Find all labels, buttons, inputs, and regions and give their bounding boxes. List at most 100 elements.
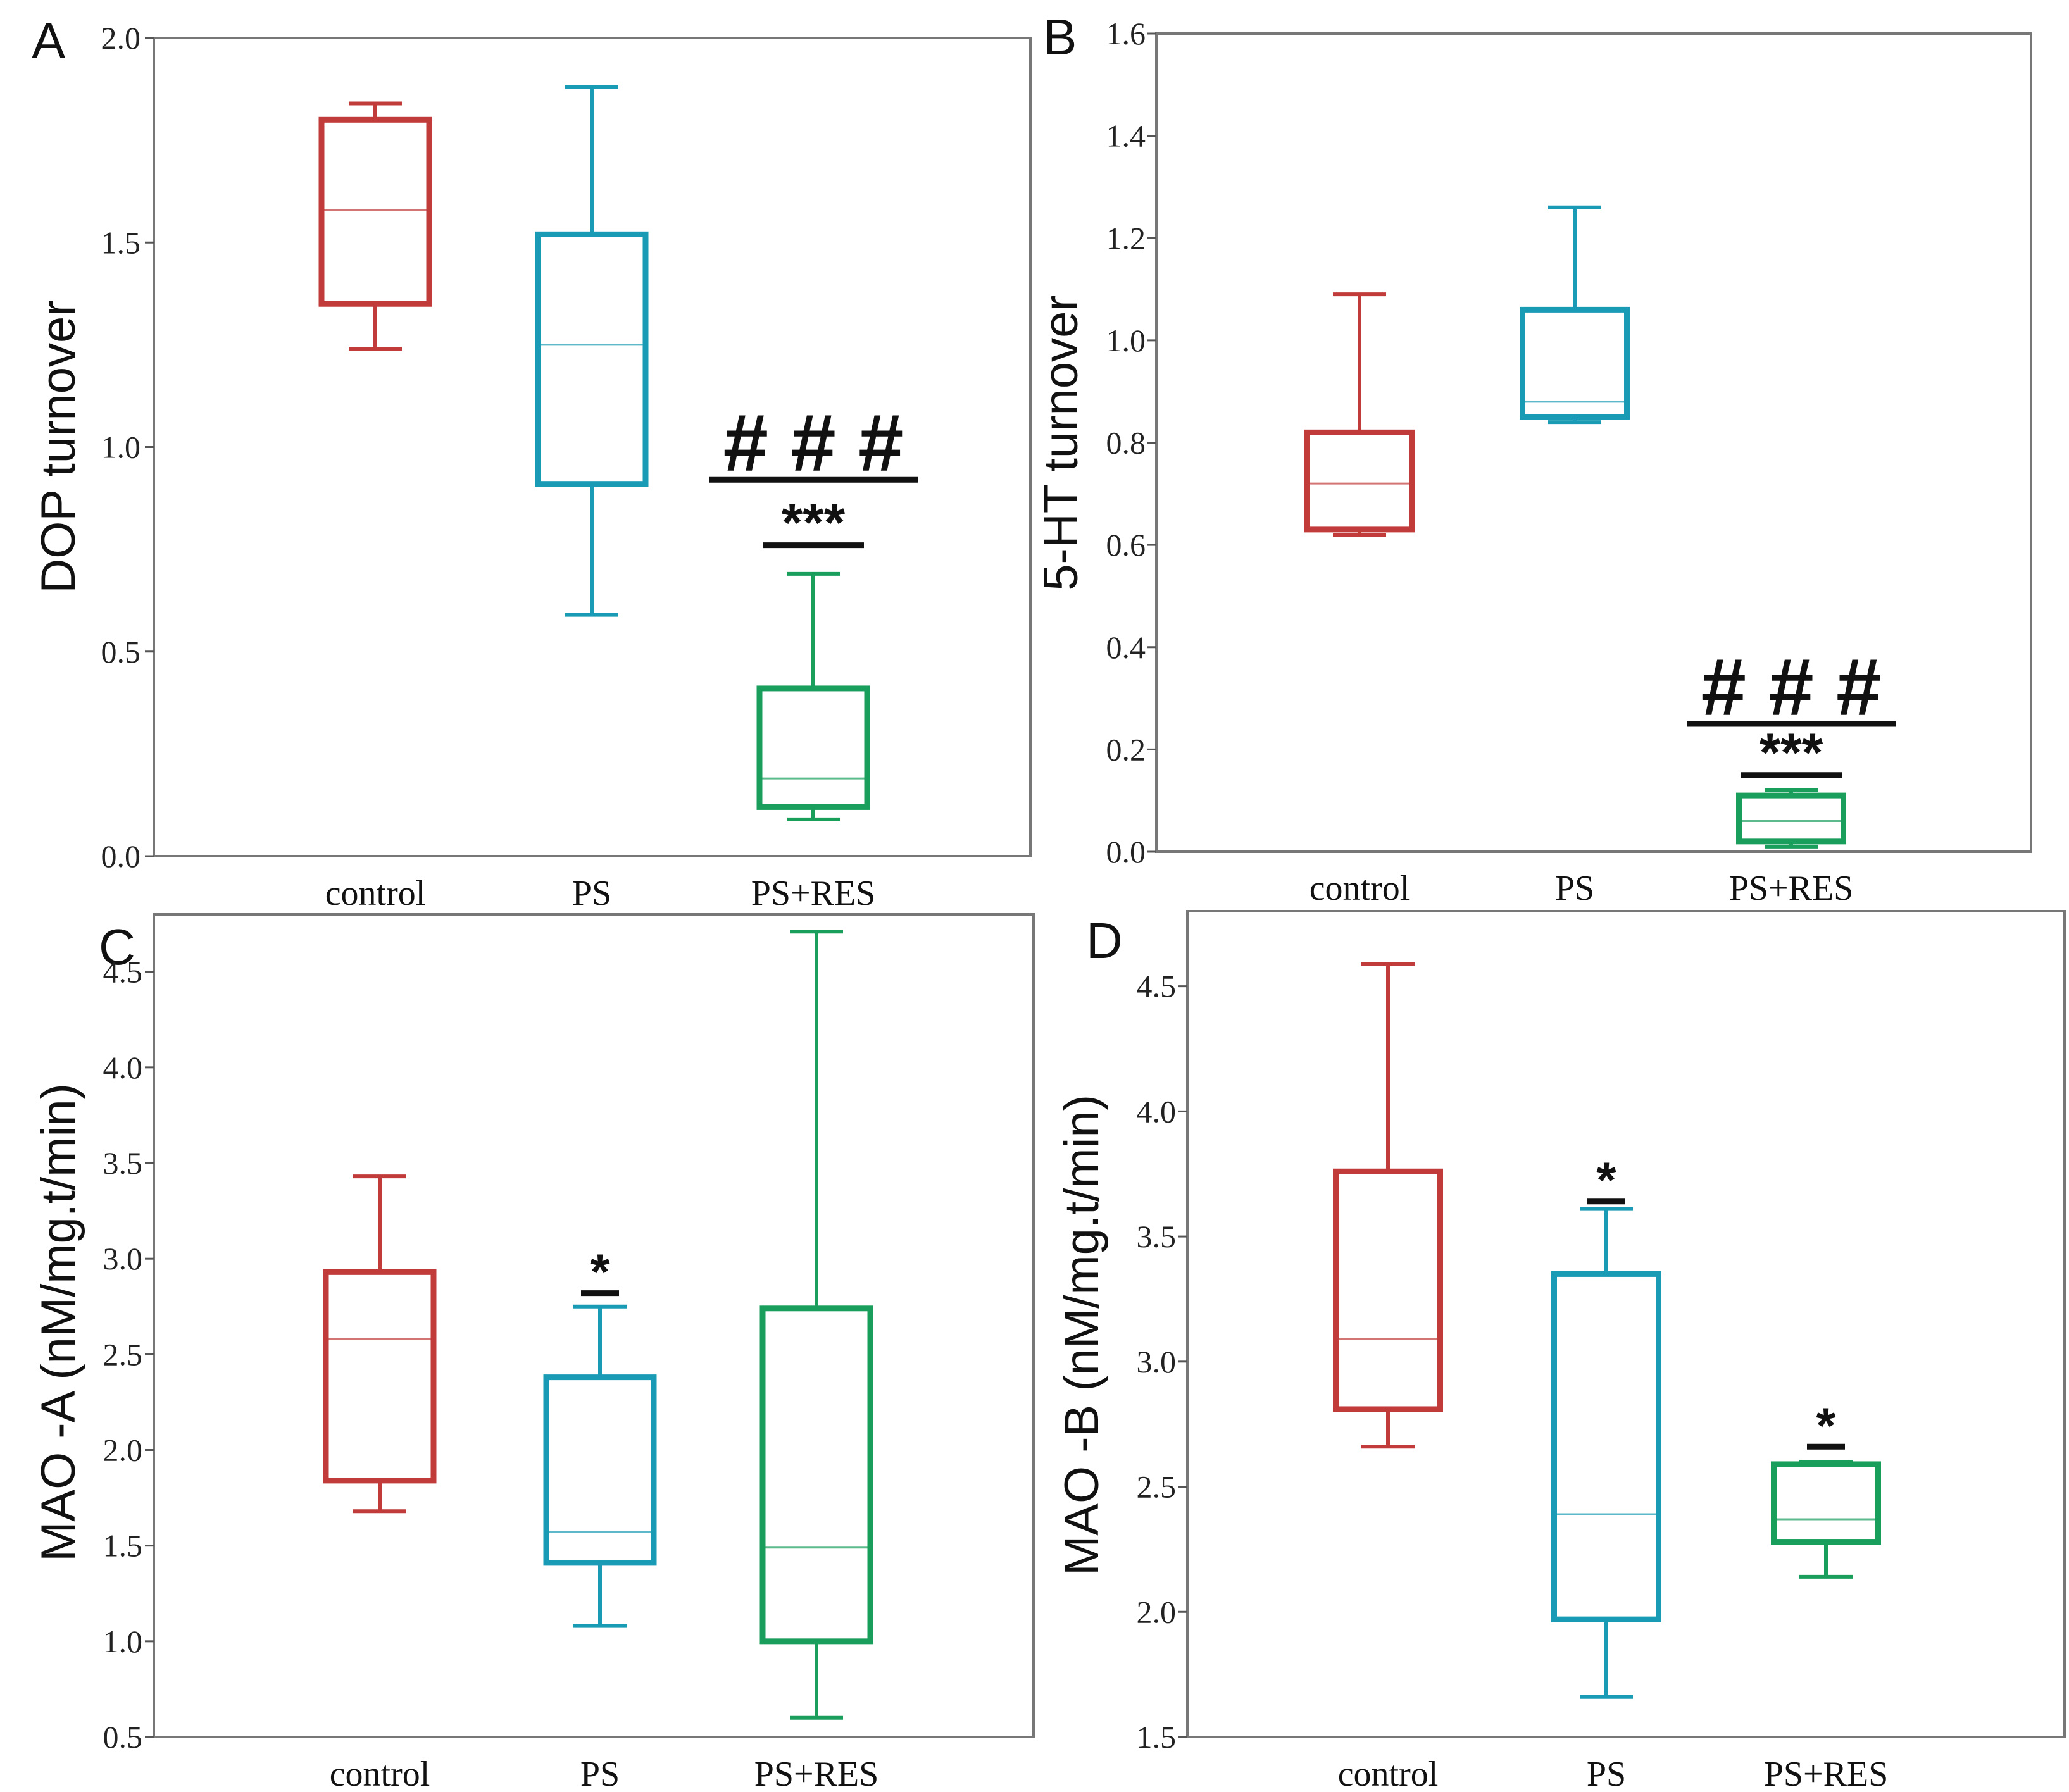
panel-a-categories: control PS PS+RES bbox=[325, 874, 876, 913]
panel-b-box-0 bbox=[1304, 292, 1415, 537]
panel-d-ylabel: MAO -B (nM/mg.t/min) bbox=[1055, 1095, 1109, 1576]
box-iqr bbox=[1520, 306, 1630, 420]
panel-b-ytick-label: 0.2 bbox=[1106, 731, 1146, 767]
panel-b-ticks: 0.0 0.2 0.4 0.6 0.8 1.0 1.2 1.4 1.6 bbox=[1106, 16, 1156, 869]
box-iqr bbox=[1771, 1461, 1881, 1545]
panel-a-hash-label: # # # bbox=[723, 398, 904, 488]
panel-d-ytick-label: 1.5 bbox=[1137, 1719, 1177, 1755]
panel-d-category-label: PS bbox=[1587, 1755, 1626, 1792]
panel-c-box-0 bbox=[323, 1174, 437, 1514]
panel-d-boxes bbox=[1333, 962, 1881, 1699]
panel-a-ytick-label: 0.5 bbox=[101, 634, 141, 669]
panel-c-letter: C bbox=[99, 919, 135, 975]
panel-b-ytick-label: 0.4 bbox=[1106, 630, 1146, 665]
panel-b-ytick-label: 1.4 bbox=[1106, 118, 1146, 154]
panel-d-ytick-label: 3.5 bbox=[1137, 1219, 1177, 1254]
panel-c-star-label: * bbox=[590, 1244, 610, 1300]
panel-b-ytick-label: 0.6 bbox=[1106, 527, 1146, 563]
panel-b-box-2 bbox=[1736, 788, 1846, 849]
panel-d-box-2 bbox=[1771, 1460, 1881, 1579]
panel-d-ytick-label: 4.0 bbox=[1137, 1093, 1177, 1129]
panel-b-annotations: ***# # # bbox=[1687, 642, 1896, 783]
panel-a-category-label: PS bbox=[572, 874, 611, 913]
panel-c-ytick-label: 4.5 bbox=[103, 954, 143, 990]
panel-d-categories: control PS PS+RES bbox=[1338, 1755, 1889, 1792]
panel-a-annotations: ***# # # bbox=[709, 398, 918, 554]
panel-a-star-label: *** bbox=[782, 493, 846, 554]
panel-d-box-1 bbox=[1551, 1207, 1661, 1699]
panel-a-box-1 bbox=[535, 85, 649, 617]
panel-d-annotations: ** bbox=[1587, 1152, 1845, 1453]
panel-c-category-label: control bbox=[330, 1755, 430, 1792]
panel-b-hash-label: # # # bbox=[1701, 642, 1882, 733]
panel-b-category-label: PS bbox=[1555, 869, 1594, 908]
panel-c: C MAO -A (nM/mg.t/min) 0.5 1.0 1.5 2.0 2.5 3.… bbox=[32, 913, 1035, 1792]
panel-a-ylabel: DOP turnover bbox=[32, 300, 85, 593]
panel-a-category-label: PS+RES bbox=[751, 874, 876, 913]
panel-c-ytick-label: 2.0 bbox=[103, 1433, 143, 1468]
panel-b-boxes bbox=[1304, 205, 1846, 849]
panel-d-star-label: * bbox=[1596, 1152, 1616, 1209]
panel-a-ytick-label: 2.0 bbox=[101, 20, 141, 56]
panel-c-ytick-label: 4.0 bbox=[103, 1050, 143, 1085]
box-iqr bbox=[535, 231, 649, 487]
box-iqr bbox=[1736, 792, 1846, 845]
panel-d-ytick-label: 2.0 bbox=[1137, 1594, 1177, 1629]
panel-c-box-2 bbox=[759, 930, 873, 1720]
panel-b-letter: B bbox=[1043, 9, 1077, 65]
panel-b-frame bbox=[1155, 32, 2032, 853]
panel-c-ticks: 0.5 1.0 1.5 2.0 2.5 3.0 3.5 4.0 4.5 bbox=[103, 954, 154, 1755]
panel-a-box-2 bbox=[756, 571, 870, 821]
panel-b-star-label: *** bbox=[1760, 723, 1823, 783]
panel-d: D MAO -B (nM/mg.t/min) 1.5 2.0 2.5 3.0 3.5 4.… bbox=[1055, 910, 2066, 1792]
panel-a-letter: A bbox=[32, 13, 66, 69]
panel-c-frame bbox=[153, 913, 1035, 1738]
box-iqr bbox=[1304, 429, 1415, 533]
panel-b-ytick-label: 1.0 bbox=[1106, 323, 1146, 358]
panel-c-ytick-label: 2.5 bbox=[103, 1336, 143, 1372]
panel-c-ytick-label: 1.5 bbox=[103, 1528, 143, 1564]
panel-d-ticks: 1.5 2.0 2.5 3.0 3.5 4.0 4.5 bbox=[1137, 969, 1187, 1755]
box-iqr bbox=[323, 1269, 437, 1484]
panel-b-ytick-label: 0.8 bbox=[1106, 425, 1146, 461]
panel-b-ytick-label: 1.2 bbox=[1106, 220, 1146, 256]
panel-b-box-1 bbox=[1520, 205, 1630, 425]
box-iqr bbox=[543, 1374, 657, 1566]
panel-a-ytick-label: 1.0 bbox=[101, 430, 141, 465]
panel-c-ytick-label: 1.0 bbox=[103, 1624, 143, 1659]
panel-a-boxes bbox=[318, 85, 870, 821]
panel-d-category-label: control bbox=[1338, 1755, 1439, 1792]
panel-b-ylabel: 5-HT turnover bbox=[1034, 295, 1088, 590]
box-iqr bbox=[1551, 1271, 1661, 1622]
panel-d-ytick-label: 2.5 bbox=[1137, 1469, 1177, 1505]
panel-b-ytick-label: 0.0 bbox=[1106, 834, 1146, 869]
panel-b-ytick-label: 1.6 bbox=[1106, 16, 1146, 51]
panel-c-ytick-label: 3.0 bbox=[103, 1241, 143, 1276]
panel-c-box-1 bbox=[543, 1304, 657, 1628]
box-iqr bbox=[318, 116, 432, 307]
panel-a: A DOP turnover 0.0 0.5 1.0 1.5 2.0 control PS… bbox=[32, 13, 1032, 913]
panel-a-category-label: control bbox=[325, 874, 426, 913]
panel-d-letter: D bbox=[1086, 912, 1123, 969]
panel-b: B 5-HT turnover 0.0 0.2 0.4 0.6 0.8 1.0 1.2 1.4… bbox=[1034, 9, 2032, 908]
panel-d-category-label: PS+RES bbox=[1764, 1755, 1889, 1792]
panel-a-ytick-label: 0.0 bbox=[101, 838, 141, 874]
box-iqr bbox=[759, 1305, 873, 1645]
panel-b-category-label: control bbox=[1310, 869, 1410, 908]
panel-c-ytick-label: 0.5 bbox=[103, 1719, 143, 1755]
panel-c-ytick-label: 3.5 bbox=[103, 1145, 143, 1181]
panel-c-annotations: * bbox=[581, 1244, 619, 1300]
panel-d-ytick-label: 3.0 bbox=[1137, 1344, 1177, 1379]
panel-c-boxes bbox=[323, 930, 873, 1720]
box-iqr bbox=[1333, 1168, 1443, 1412]
panel-c-category-label: PS+RES bbox=[754, 1755, 879, 1792]
panel-b-category-label: PS+RES bbox=[1729, 869, 1854, 908]
panel-c-categories: control PS PS+RES bbox=[330, 1755, 879, 1792]
panel-d-box-0 bbox=[1333, 962, 1443, 1449]
panel-c-ylabel: MAO -A (nM/mg.t/min) bbox=[32, 1083, 85, 1562]
panel-a-ytick-label: 1.5 bbox=[101, 225, 141, 260]
panel-d-frame bbox=[1186, 910, 2066, 1738]
panel-b-categories: control PS PS+RES bbox=[1310, 869, 1854, 908]
panel-a-ticks: 0.0 0.5 1.0 1.5 2.0 bbox=[101, 20, 154, 874]
